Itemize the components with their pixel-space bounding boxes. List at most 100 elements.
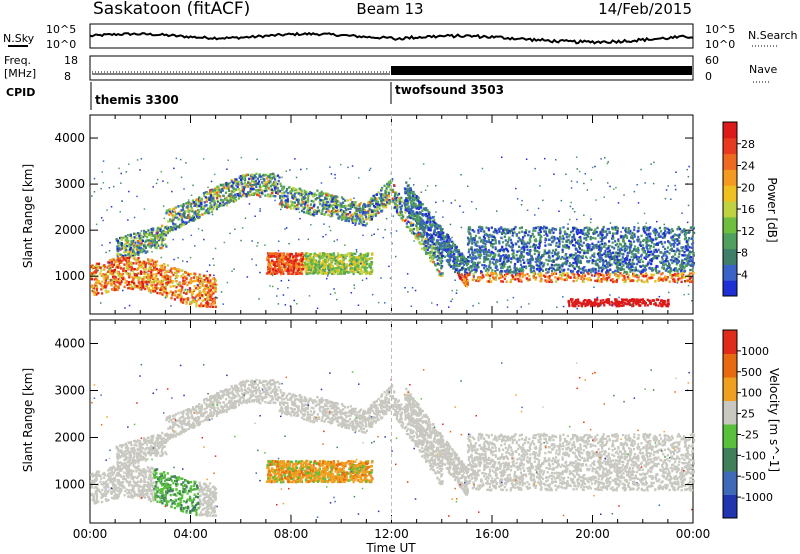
scatter-cell (520, 272, 523, 275)
scatter-cell (328, 267, 332, 270)
scatter-cell (670, 269, 673, 273)
scatter-cell (343, 255, 346, 258)
scatter-cell (672, 249, 676, 253)
scatter-cell (301, 257, 304, 260)
scatter-cell (187, 281, 190, 284)
scatter-cell (321, 194, 324, 197)
scatter-cell (141, 285, 144, 288)
scatter-cell (313, 253, 316, 257)
scatter-cell (410, 231, 413, 235)
scatter-cell (104, 275, 107, 278)
scatter-cell (555, 263, 558, 266)
scatter-cell (111, 260, 114, 263)
scatter-cell (182, 204, 185, 207)
scatter-cell (565, 273, 568, 277)
scatter-cell (406, 187, 409, 190)
scatter-cell (680, 269, 683, 273)
scatter-cell (473, 251, 476, 254)
scatter-cell (141, 283, 145, 286)
scatter-cell (179, 223, 182, 226)
scatter-cell (493, 236, 497, 240)
scatter-cell (106, 266, 109, 269)
scatter-cell (562, 237, 565, 240)
scatter-cell (321, 204, 324, 207)
scatter-cell (361, 215, 364, 219)
scatter-cell (340, 208, 343, 212)
scatter-cell (300, 261, 303, 265)
scatter-cell (131, 254, 135, 257)
scatter-cell (342, 197, 345, 201)
scatter-cell (182, 223, 185, 226)
scatter-cell (547, 243, 550, 246)
scatter-cell (258, 173, 261, 176)
scatter-cell (271, 182, 274, 186)
scatter-cell (415, 224, 418, 227)
scatter-cell (346, 199, 349, 202)
scatter-cell (357, 263, 360, 267)
scatter-cell (413, 193, 416, 196)
scatter-cell (454, 267, 457, 270)
scatter-cell (255, 189, 258, 192)
scatter-cell (506, 260, 509, 263)
scatter-cell (618, 252, 622, 255)
scatter-cell (345, 253, 348, 256)
scatter-cell (185, 292, 188, 295)
scatter-cell (92, 285, 95, 289)
scatter-cell (187, 210, 191, 213)
scatter-cell (169, 227, 172, 230)
scatter-cell (259, 186, 263, 189)
scatter-cell (503, 277, 506, 280)
scatter-cell (457, 249, 460, 252)
scatter-cell (159, 273, 162, 276)
scatter-cell (152, 281, 155, 284)
scatter-cell (423, 248, 426, 252)
scatter-cell (124, 258, 127, 261)
scatter-cell (370, 214, 373, 218)
scatter-cell (313, 252, 317, 255)
scatter-cell (105, 272, 108, 275)
scatter-cell (593, 252, 596, 255)
scatter-cell (364, 211, 367, 214)
scatter-cell (213, 286, 216, 290)
scatter-cell (187, 214, 190, 217)
scatter-cell (545, 272, 548, 275)
scatter-cell (680, 277, 683, 280)
scatter-cell (604, 259, 608, 263)
scatter-cell (90, 265, 93, 269)
scatter-cell (139, 286, 143, 290)
scatter-cell (340, 210, 344, 213)
scatter-cell (342, 211, 345, 214)
scatter-cell (559, 235, 562, 238)
scatter-cell (136, 245, 139, 249)
nsearch-tick-top: 10^5 (705, 23, 735, 36)
scatter-cell (161, 236, 164, 239)
scatter-cell (281, 268, 284, 271)
scatter-cell (614, 258, 617, 261)
scatter-cell (177, 268, 181, 271)
scatter-cell (100, 274, 103, 278)
scatter-cell (368, 272, 371, 276)
scatter-cell (594, 271, 597, 274)
scatter-cell (100, 288, 103, 291)
scatter-cell (144, 233, 147, 236)
scatter-cell (206, 294, 209, 297)
scatter-cell (185, 206, 188, 209)
scatter-cell (374, 200, 378, 203)
scatter-cell (236, 185, 239, 189)
scatter-cell (126, 248, 129, 252)
scatter-cell (209, 205, 212, 208)
scatter-cell (204, 191, 207, 194)
scatter-cell (364, 266, 367, 269)
scatter-cell (351, 213, 354, 216)
scatter-cell (282, 256, 285, 259)
scatter-cell (224, 182, 227, 185)
scatter-cell (358, 208, 361, 211)
scatter-cell (339, 255, 342, 258)
scatter-cell (311, 262, 314, 265)
scatter-cell (151, 286, 154, 289)
scatter-cell (339, 259, 342, 262)
scatter-cell (436, 241, 439, 245)
scatter-cell (202, 299, 205, 302)
scatter-cell (301, 209, 304, 213)
scatter-cell (618, 262, 621, 265)
